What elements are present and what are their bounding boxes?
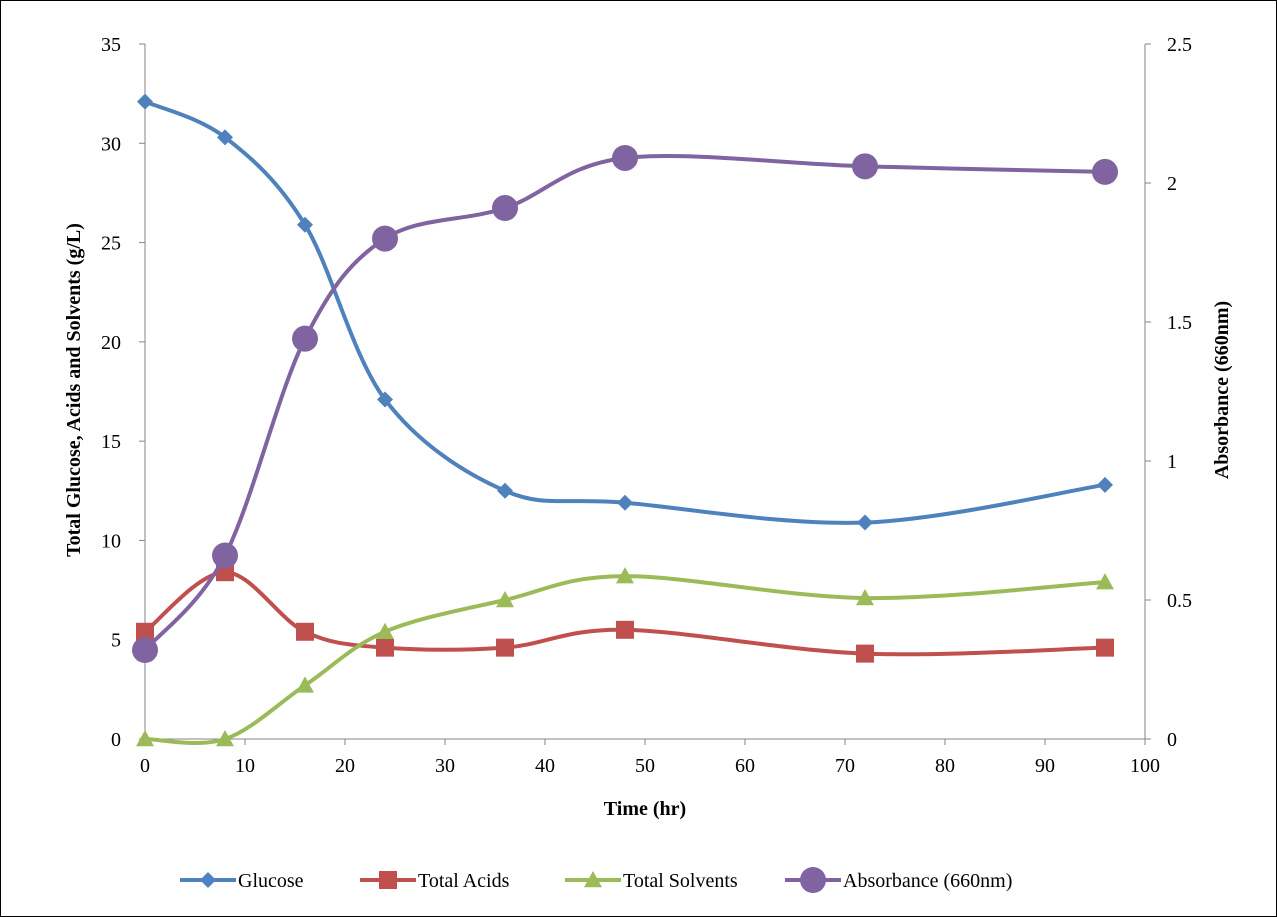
x-tick-label: 30: [435, 755, 455, 777]
data-point-triangle: [376, 622, 394, 639]
legend-item: Absorbance (660nm): [785, 867, 1012, 893]
series-absorbance-660nm-: [132, 144, 1118, 664]
y2-tick-label: 0.5: [1167, 590, 1192, 612]
data-point-square: [376, 638, 394, 657]
legend-label: Absorbance (660nm): [843, 870, 1012, 892]
data-point-triangle: [496, 591, 514, 608]
data-point-square: [616, 620, 634, 639]
data-point-diamond: [297, 216, 313, 233]
data-point-square: [496, 638, 514, 657]
data-point-circle: [132, 637, 158, 664]
y2-tick-label: 0: [1167, 729, 1177, 751]
data-point-square: [136, 622, 154, 641]
data-point-diamond: [377, 391, 393, 408]
y-tick-label: 35: [101, 34, 121, 56]
data-point-triangle: [216, 730, 234, 747]
data-point-circle: [1092, 158, 1118, 185]
legend-item: Glucose: [180, 870, 304, 892]
data-point-circle: [292, 325, 318, 352]
x-tick-label: 60: [735, 755, 755, 777]
legend: Glucose Total Acids Total Solvents Absorban…: [180, 867, 1012, 893]
series-line: [143, 570, 1106, 657]
data-point-circle: [492, 195, 518, 222]
data-point-diamond: [497, 482, 513, 499]
series-line: [144, 574, 1106, 745]
legend-label: Total Solvents: [623, 870, 738, 892]
y-tick-label: 30: [101, 133, 121, 155]
legend-label: Glucose: [238, 870, 304, 892]
y-tick-label: 15: [101, 431, 121, 453]
y2-tick-label: 1: [1167, 451, 1177, 473]
x-tick-label: 40: [535, 755, 555, 777]
data-point-triangle: [136, 730, 154, 747]
x-tick-label: 10: [235, 755, 255, 777]
y-tick-label: 20: [101, 332, 121, 354]
x-tick-label: 20: [335, 755, 355, 777]
y2-axis-title: Absorbance (660nm): [1211, 301, 1233, 479]
data-point-triangle: [1096, 573, 1114, 590]
x-tick-label: 100: [1130, 755, 1160, 777]
y-tick-label: 0: [111, 729, 121, 751]
legend-item: Total Solvents: [565, 870, 738, 892]
y-tick-label: 25: [101, 233, 121, 255]
data-point-circle: [852, 153, 878, 180]
data-point-square: [296, 622, 314, 641]
data-point-diamond: [1097, 476, 1113, 493]
x-axis-title: Time (hr): [604, 798, 686, 820]
data-point-diamond: [217, 129, 233, 146]
series-total-acids: [136, 563, 1114, 663]
y-axis-title: Total Glucose, Acids and Solvents (g/L): [63, 223, 85, 557]
data-point-circle: [372, 225, 398, 252]
data-point-triangle: [616, 567, 634, 584]
data-point-circle: [212, 542, 238, 569]
data-point-diamond: [857, 514, 873, 531]
data-point-triangle: [296, 676, 314, 693]
data-point-diamond: [137, 93, 153, 110]
legend-marker-square: [379, 871, 397, 889]
y2-tick-label: 2.5: [1167, 34, 1192, 56]
legend-marker-diamond: [200, 872, 216, 888]
x-tick-label: 50: [635, 755, 655, 777]
data-point-triangle: [856, 589, 874, 606]
legend-label: Total Acids: [418, 870, 510, 892]
legend-marker-circle: [800, 867, 826, 893]
x-tick-label: 70: [835, 755, 855, 777]
x-tick-label: 90: [1035, 755, 1055, 777]
series-glucose: [137, 93, 1113, 531]
data-point-square: [856, 644, 874, 663]
series-total-solvents: [136, 567, 1114, 747]
y2-tick-label: 2: [1167, 173, 1177, 195]
y2-tick-label: 1.5: [1167, 312, 1192, 334]
data-point-diamond: [617, 494, 633, 511]
legend-marker-triangle: [584, 871, 602, 888]
x-tick-label: 80: [935, 755, 955, 777]
y-tick-label: 10: [101, 530, 121, 552]
series-layer: [132, 93, 1118, 747]
legend-item: Total Acids: [360, 870, 510, 892]
axes: 0 10 20 30 40 50 60 70 80 90 100 0 5 10 15 20 25 30 35 0 0.5…: [101, 34, 1192, 777]
data-point-circle: [612, 144, 638, 171]
x-tick-label: 0: [140, 755, 150, 777]
y-tick-label: 5: [111, 630, 121, 652]
data-point-square: [1096, 638, 1114, 657]
